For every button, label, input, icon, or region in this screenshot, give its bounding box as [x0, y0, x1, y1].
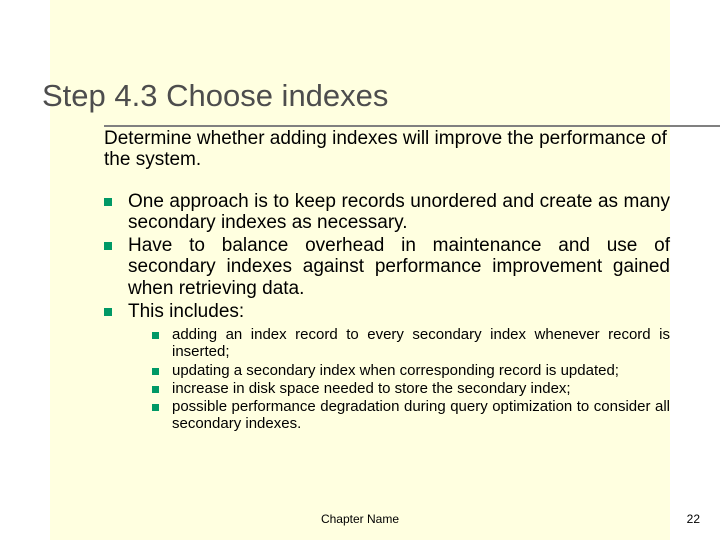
sub-bullet-item: updating a secondary index when correspo…: [152, 362, 670, 379]
square-bullet-icon: [104, 242, 112, 250]
square-bullet-icon: [152, 368, 159, 375]
bullet-text: One approach is to keep records unordere…: [128, 191, 670, 233]
sub-bullet-item: possible performance degradation during …: [152, 398, 670, 433]
sub-bullet-item: increase in disk space needed to store t…: [152, 380, 670, 397]
bullet-item: Have to balance overhead in maintenance …: [104, 235, 670, 299]
sub-bullet-text: updating a secondary index when correspo…: [172, 362, 619, 379]
sub-bullet-item: adding an index record to every secondar…: [152, 326, 670, 361]
sub-bullet-list: adding an index record to every secondar…: [128, 326, 670, 433]
sub-bullet-text: increase in disk space needed to store t…: [172, 380, 571, 397]
bullet-text: This includes:: [128, 301, 244, 322]
square-bullet-icon: [152, 404, 159, 411]
sub-bullet-text: possible performance degradation during …: [172, 398, 670, 432]
square-bullet-icon: [152, 332, 159, 339]
footer-label: Chapter Name: [0, 512, 720, 526]
bullet-list: One approach is to keep records unordere…: [0, 191, 720, 433]
bullet-item: One approach is to keep records unordere…: [104, 191, 670, 234]
slide-subhead: Determine whether adding indexes will im…: [0, 128, 720, 171]
slide-content: Step 4.3 Choose indexes Determine whethe…: [0, 0, 720, 540]
slide-title: Step 4.3 Choose indexes: [0, 78, 720, 114]
page-number: 22: [687, 512, 700, 526]
square-bullet-icon: [152, 386, 159, 393]
bullet-text: Have to balance overhead in maintenance …: [128, 235, 670, 299]
slide: Step 4.3 Choose indexes Determine whethe…: [0, 0, 720, 540]
square-bullet-icon: [104, 308, 112, 316]
sub-bullet-text: adding an index record to every secondar…: [172, 326, 670, 360]
title-underline: [104, 125, 720, 127]
bullet-item: This includes: adding an index record to…: [104, 301, 670, 433]
square-bullet-icon: [104, 198, 112, 206]
